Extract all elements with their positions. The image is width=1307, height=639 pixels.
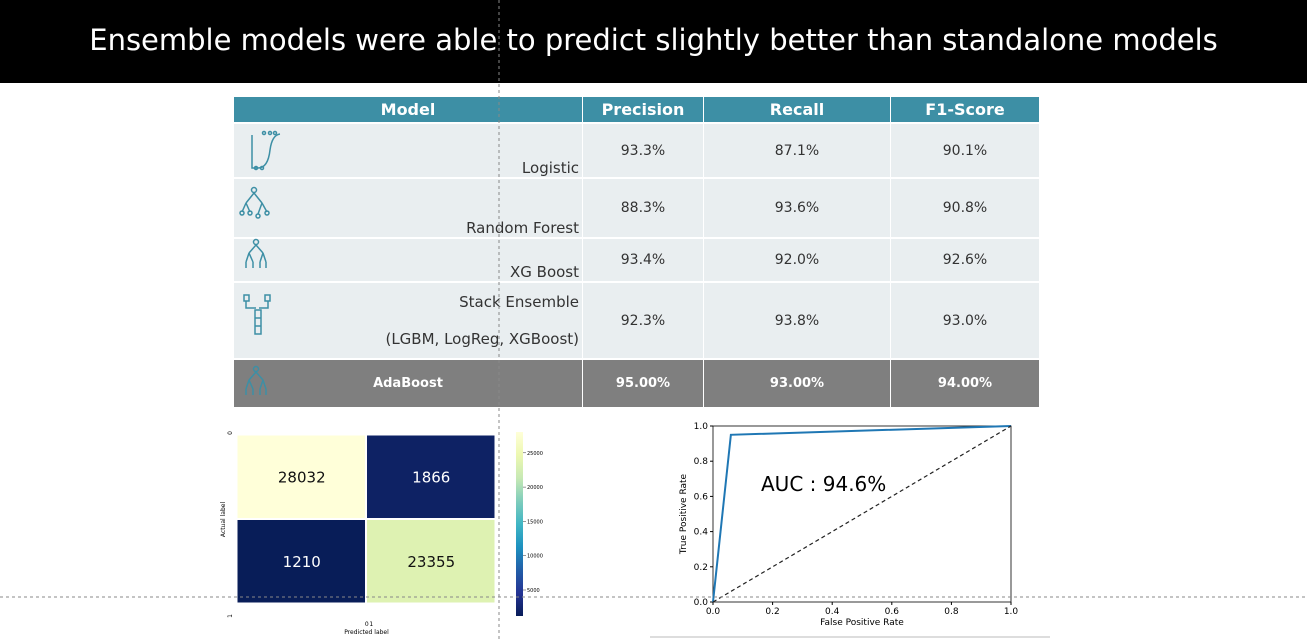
x-tick-label: 0.2 xyxy=(765,607,779,617)
colorbar-tick-label: 25000 xyxy=(527,451,543,457)
metric-cell: 90.8% xyxy=(891,179,1039,237)
metric-cell: 88.3% xyxy=(583,179,703,237)
y-tick-label: 0.8 xyxy=(694,457,709,467)
model-name: Stack Ensemble (LGBM, LogReg, XGBoost) xyxy=(234,283,582,358)
x-tick-label: 0.8 xyxy=(944,607,959,617)
cell-value: 1866 xyxy=(412,468,450,486)
colorbar-tick-label: 10000 xyxy=(527,554,543,560)
heatmap-cell xyxy=(366,519,496,604)
roc-line xyxy=(712,425,1012,603)
x-tick-label: 0.0 xyxy=(706,607,721,617)
model-label: Stack Ensemble xyxy=(459,292,579,311)
y-axis-label: True Positive Rate xyxy=(679,473,689,555)
metric-cell: 93.0% xyxy=(891,283,1039,358)
metric-cell: 94.00% xyxy=(891,360,1039,407)
plot-frame xyxy=(712,425,1012,603)
y-tick-label: 0 xyxy=(227,431,234,435)
metric-cell: 92.3% xyxy=(583,283,703,358)
metric-cell: 93.00% xyxy=(704,360,890,407)
model-name: Logistic xyxy=(234,124,582,177)
x-tick-label: 1.0 xyxy=(1004,607,1019,617)
colorbar-tick-label: 5000 xyxy=(527,588,540,594)
model-label: Logistic xyxy=(521,159,579,177)
y-tick-label: 0.2 xyxy=(694,563,708,573)
metric-cell: 93.3% xyxy=(583,124,703,177)
model-name: Random Forest xyxy=(234,179,582,237)
y-tick-label: 0.0 xyxy=(694,598,709,608)
metric-cell: 92.6% xyxy=(891,239,1039,281)
colorbar-tick-label: 15000 xyxy=(527,519,543,525)
colorbar xyxy=(516,432,523,616)
cell-value: 23355 xyxy=(407,553,455,571)
heatmap-cell xyxy=(236,519,366,604)
x-tick-label: 1 xyxy=(369,621,373,628)
y-tick-label: 0.4 xyxy=(694,528,709,538)
y-tick-label: 0.6 xyxy=(694,492,709,502)
x-axis-label: Predicted label xyxy=(344,629,389,636)
model-name: XG Boost xyxy=(234,239,582,281)
roc-line xyxy=(712,425,1012,603)
model-name: AdaBoost xyxy=(234,360,582,407)
colorbar-tick-label: 20000 xyxy=(527,485,543,491)
metric-cell: 93.8% xyxy=(704,283,890,358)
x-tick-label: 0.4 xyxy=(825,607,840,617)
metric-cell: 90.1% xyxy=(891,124,1039,177)
metric-cell: 87.1% xyxy=(704,124,890,177)
metric-cell: 93.4% xyxy=(583,239,703,281)
table-header: Precision xyxy=(583,97,703,122)
cell-value: 28032 xyxy=(278,468,326,486)
y-tick-label: 1.0 xyxy=(694,422,709,432)
model-label: AdaBoost xyxy=(373,376,443,391)
x-tick-label: 0 xyxy=(365,621,369,628)
x-tick-label: 0.6 xyxy=(885,607,900,617)
model-detail: (LGBM, LogReg, XGBoost) xyxy=(385,330,579,349)
model-label: XG Boost xyxy=(509,263,579,281)
model-label: Random Forest xyxy=(466,219,579,237)
cell-value: 1210 xyxy=(283,553,321,571)
heatmap-cell xyxy=(236,434,366,519)
auc-annotation: AUC : 94.6% xyxy=(761,472,886,496)
slide-title: Ensemble models were able to predict sli… xyxy=(0,0,1307,83)
metric-cell: 93.6% xyxy=(704,179,890,237)
metric-cell: 95.00% xyxy=(583,360,703,407)
table-header: Recall xyxy=(704,97,890,122)
x-axis-label: False Positive Rate xyxy=(820,618,904,628)
table-header: Model xyxy=(234,97,582,122)
metric-cell: 92.0% xyxy=(704,239,890,281)
y-axis-label: Actual label xyxy=(220,502,227,538)
y-tick-label: 1 xyxy=(227,614,234,618)
heatmap-cell xyxy=(366,434,496,519)
table-header: F1-Score xyxy=(891,97,1039,122)
